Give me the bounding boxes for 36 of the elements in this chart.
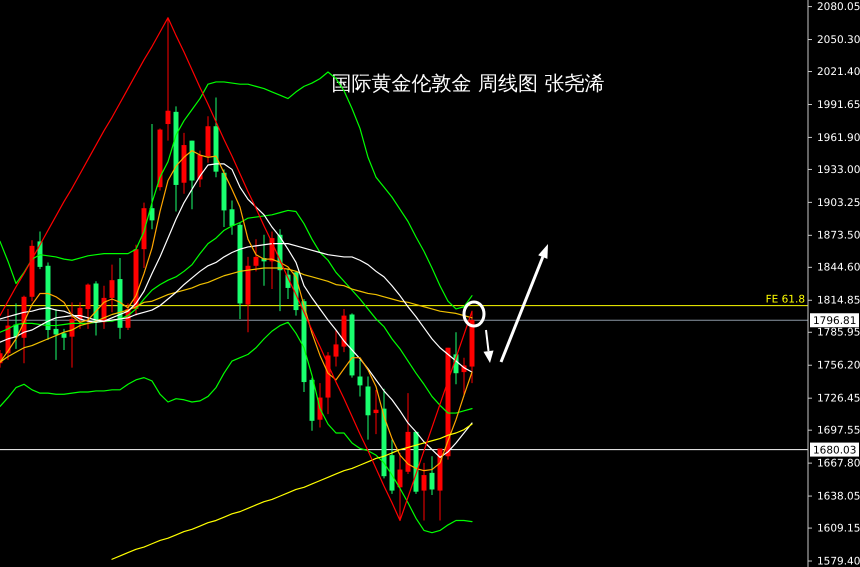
ref-line-label: FE 61.8: [766, 294, 805, 306]
y-tick-label: 1814.85: [817, 294, 860, 307]
y-tick-label: 1785.95: [817, 326, 860, 339]
line-series: [111, 424, 473, 560]
candlestick: [150, 124, 154, 230]
ref-line-label: 1796.81: [813, 314, 856, 327]
y-tick-label: 1991.65: [817, 98, 860, 111]
candlestick: [374, 389, 378, 435]
ref-line-label: 1680.03: [813, 444, 856, 456]
y-tick-label: 1638.05: [817, 490, 860, 502]
y-tick-label: 1873.50: [817, 230, 860, 242]
candlestick: [62, 328, 66, 350]
candlestick: [430, 456, 434, 496]
y-tick-label: 1697.55: [817, 424, 860, 437]
y-tick-label: 1667.80: [817, 457, 860, 470]
y-tick-label: 2050.30: [817, 34, 860, 46]
y-tick-label: 1844.60: [817, 262, 860, 274]
y-tick-label: 1933.00: [817, 164, 860, 176]
y-tick-label: 1961.90: [817, 132, 860, 144]
y-tick-label: 1756.20: [817, 360, 860, 372]
candlestick: [358, 359, 362, 397]
y-tick-label: 1579.40: [817, 555, 860, 567]
candlestick: [54, 308, 58, 360]
y-tick-label: 1726.45: [817, 392, 860, 405]
y-tick-label: 2021.40: [817, 66, 860, 78]
y-tick-label: 1609.15: [817, 522, 860, 534]
y-tick-label: 1903.25: [817, 196, 860, 209]
line-series: [0, 322, 473, 534]
candlestick: [230, 200, 234, 236]
line-series: [0, 71, 473, 310]
candlestick: [422, 462, 426, 521]
line-series: [0, 210, 473, 414]
candlestick: [254, 238, 258, 272]
candlestick: [334, 330, 338, 368]
candlestick: [110, 264, 114, 313]
y-tick-label: 2080.05: [817, 0, 860, 13]
